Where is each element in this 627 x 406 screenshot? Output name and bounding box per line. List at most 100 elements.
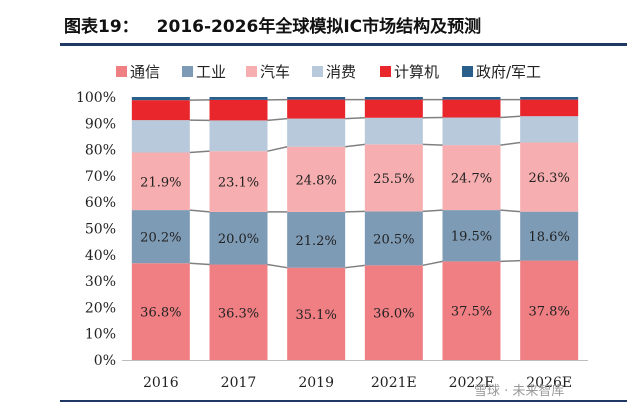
- figure-label: 图表19：: [64, 17, 139, 37]
- y-tick-label: 40%: [85, 248, 116, 264]
- x-tick-label: 2019: [298, 375, 334, 391]
- bar-segment-6: [520, 97, 579, 100]
- y-tick-label: 30%: [85, 274, 116, 290]
- bar-segment-3: [287, 146, 346, 212]
- series-connector-line: [267, 117, 288, 122]
- data-label: 36.8%: [140, 306, 181, 321]
- bar-segment-5: [364, 99, 423, 118]
- legend-swatch: [182, 66, 193, 77]
- bar-segment-4: [131, 120, 190, 153]
- data-label: 21.9%: [140, 175, 181, 190]
- series-connector-line: [267, 145, 288, 152]
- series-connector-line: [500, 209, 521, 213]
- legend-label: 计算机: [394, 63, 439, 81]
- bar-segment-6: [442, 97, 501, 100]
- bar-segment-6: [287, 97, 346, 100]
- y-tick-label: 100%: [76, 90, 116, 106]
- bar-segment-2: [364, 211, 423, 266]
- figure-title: 图表19： 2016-2026年全球模拟IC市场结构及预测: [64, 12, 481, 37]
- bar-segment-2: [520, 211, 579, 261]
- bar-segment-3: [209, 151, 268, 212]
- bar-segment-1: [520, 260, 579, 360]
- bar-segment-4: [520, 116, 579, 143]
- series-connector-line: [189, 209, 210, 213]
- y-tick-label: 90%: [85, 116, 116, 132]
- bar-segment-6: [364, 97, 423, 100]
- bar-segment-5: [131, 100, 190, 121]
- bottom-rule: [60, 400, 627, 402]
- bar-segment-3: [520, 142, 579, 212]
- bar-segment-4: [442, 117, 501, 146]
- series-connector-line: [345, 210, 365, 213]
- data-label: 23.1%: [218, 176, 259, 191]
- data-label: 36.0%: [373, 307, 414, 322]
- bar-segment-1: [131, 263, 190, 360]
- data-label: 20.0%: [218, 232, 259, 247]
- data-label: 24.8%: [296, 173, 337, 188]
- data-label: 20.2%: [140, 231, 181, 246]
- bar-segment-3: [442, 145, 501, 211]
- series-connector-line: [189, 262, 210, 266]
- data-label: 19.5%: [451, 230, 492, 245]
- series-connector-line: [422, 209, 443, 213]
- data-label: 37.5%: [451, 305, 492, 320]
- bar-segment-1: [209, 264, 268, 360]
- legend-label: 汽车: [260, 63, 290, 81]
- series-connector-line: [345, 143, 365, 148]
- y-tick-label: 10%: [85, 327, 116, 343]
- y-tick-label: 60%: [85, 195, 116, 211]
- x-tick-label: 2016: [143, 375, 179, 391]
- bar-segment-1: [442, 261, 501, 360]
- bar-segment-3: [364, 144, 423, 212]
- series-connector-line: [345, 264, 365, 269]
- y-tick-label: 70%: [85, 169, 116, 185]
- bar-segment-5: [287, 99, 346, 119]
- x-tick-label: 2017: [221, 375, 257, 391]
- series-connector-line: [500, 115, 521, 119]
- data-label: 37.8%: [529, 304, 570, 319]
- data-label: 25.5%: [373, 172, 414, 187]
- bar-segment-2: [287, 211, 346, 268]
- data-label: 21.2%: [296, 234, 337, 249]
- bar-segment-5: [442, 99, 501, 118]
- series-connector-line: [345, 117, 365, 120]
- series-connector-line: [500, 259, 521, 263]
- bar-segment-2: [442, 210, 501, 262]
- figure-title-text: 2016-2026年全球模拟IC市场结构及预测: [156, 17, 482, 37]
- bar-segment-4: [364, 117, 423, 145]
- legend-label: 工业: [196, 63, 226, 81]
- series-connector-line: [422, 260, 443, 267]
- legend-swatch: [246, 66, 257, 77]
- series-connector-line: [267, 263, 288, 269]
- data-label: 20.5%: [373, 232, 414, 247]
- x-tick-label: 2026E: [526, 375, 572, 391]
- bar-segment-4: [287, 118, 346, 147]
- y-tick-label: 50%: [85, 222, 116, 238]
- legend-label: 通信: [130, 63, 160, 81]
- legend-swatch: [312, 66, 323, 77]
- legend-swatch: [116, 66, 127, 77]
- bar-segment-1: [364, 265, 423, 360]
- bar-segment-5: [209, 99, 268, 121]
- y-tick-label: 20%: [85, 300, 116, 316]
- bar-segment-6: [209, 97, 268, 100]
- data-label: 24.7%: [451, 172, 492, 187]
- series-connector-line: [189, 150, 210, 154]
- data-label: 18.6%: [529, 230, 570, 245]
- bar-segment-6: [131, 97, 190, 101]
- bar-segment-4: [209, 120, 268, 152]
- y-tick-label: 80%: [85, 143, 116, 159]
- y-tick-label: 0%: [94, 353, 116, 369]
- title-rule: [60, 43, 627, 46]
- x-tick-label: 2021E: [371, 375, 417, 391]
- data-label: 35.1%: [296, 308, 337, 323]
- watermark: 雪球 · 未来智库: [474, 384, 565, 399]
- bar-segment-3: [131, 152, 190, 211]
- bar-segment-2: [131, 210, 190, 264]
- data-label: 36.3%: [218, 306, 259, 321]
- x-tick-label: 2022E: [449, 375, 495, 391]
- legend-label: 政府/军工: [476, 63, 541, 81]
- legend-swatch: [462, 66, 473, 77]
- legend-label: 消费: [326, 63, 356, 81]
